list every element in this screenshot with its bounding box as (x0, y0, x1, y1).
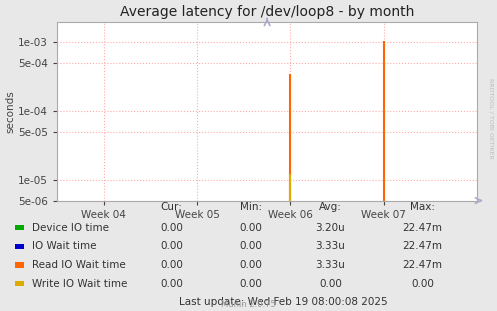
Text: Max:: Max: (410, 202, 435, 212)
Text: 0.00: 0.00 (240, 279, 262, 289)
Text: Avg:: Avg: (319, 202, 342, 212)
Text: Munin 2.0.75: Munin 2.0.75 (221, 300, 276, 309)
Text: 22.47m: 22.47m (403, 241, 442, 251)
Text: 0.00: 0.00 (160, 260, 183, 270)
Text: 0.00: 0.00 (160, 241, 183, 251)
Text: RRDTOOL / TOBI OETIKER: RRDTOOL / TOBI OETIKER (488, 78, 493, 159)
Text: Min:: Min: (240, 202, 262, 212)
Text: 0.00: 0.00 (240, 241, 262, 251)
Text: 0.00: 0.00 (240, 260, 262, 270)
Text: 3.33u: 3.33u (316, 241, 345, 251)
Text: 0.00: 0.00 (160, 279, 183, 289)
Text: 3.20u: 3.20u (316, 223, 345, 233)
Text: IO Wait time: IO Wait time (32, 241, 97, 251)
Text: 0.00: 0.00 (411, 279, 434, 289)
Text: 0.00: 0.00 (240, 223, 262, 233)
Text: 22.47m: 22.47m (403, 223, 442, 233)
Text: 0.00: 0.00 (319, 279, 342, 289)
Text: Device IO time: Device IO time (32, 223, 109, 233)
Text: 22.47m: 22.47m (403, 260, 442, 270)
Text: Cur:: Cur: (161, 202, 182, 212)
Title: Average latency for /dev/loop8 - by month: Average latency for /dev/loop8 - by mont… (120, 5, 414, 19)
Text: Write IO Wait time: Write IO Wait time (32, 279, 128, 289)
Y-axis label: seconds: seconds (5, 90, 15, 132)
Text: Read IO Wait time: Read IO Wait time (32, 260, 126, 270)
Text: 3.33u: 3.33u (316, 260, 345, 270)
Text: Last update: Wed Feb 19 08:00:08 2025: Last update: Wed Feb 19 08:00:08 2025 (179, 297, 388, 307)
Text: 0.00: 0.00 (160, 223, 183, 233)
